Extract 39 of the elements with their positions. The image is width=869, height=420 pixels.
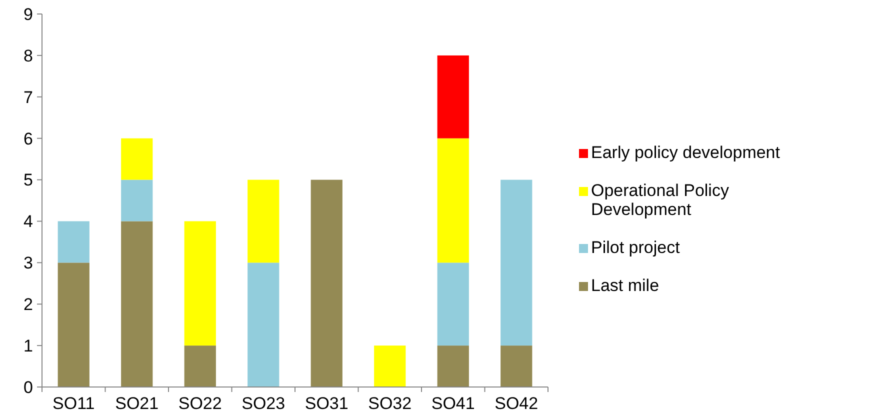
legend-label: Operational Policy Development: [591, 181, 730, 219]
y-tick-label: 9: [24, 4, 33, 24]
x-tick-label: SO32: [368, 394, 412, 413]
y-tick-label: 1: [24, 336, 33, 356]
bar: [58, 221, 90, 263]
bar: [437, 138, 469, 263]
y-tick-label: 7: [24, 88, 33, 107]
bar: [437, 262, 469, 346]
bar: [121, 221, 153, 387]
bar: [121, 180, 153, 222]
bar: [184, 346, 216, 387]
y-tick-label: 3: [24, 254, 33, 273]
bar: [184, 221, 216, 346]
bar: [437, 55, 469, 138]
y-tick-label: 8: [24, 46, 33, 66]
y-tick-label: 2: [24, 295, 33, 314]
y-tick-label: 4: [24, 212, 33, 232]
x-tick-label: SO22: [178, 394, 222, 413]
bar: [500, 180, 532, 346]
bar: [248, 262, 280, 387]
bar: [121, 138, 153, 180]
y-tick-label: 6: [24, 129, 33, 148]
x-tick-label: SO11: [52, 394, 95, 413]
bar: [374, 346, 406, 387]
x-tick-label: SO42: [494, 394, 538, 413]
bar: [500, 346, 532, 387]
x-tick-label: SO21: [115, 394, 159, 413]
legend-label: Early policy development: [591, 143, 780, 162]
x-tick-label: SO41: [431, 394, 475, 413]
legend-label: Pilot project: [591, 238, 680, 257]
legend-label: Last mile: [591, 276, 660, 295]
y-tick-label: 5: [24, 170, 33, 190]
bar: [310, 180, 342, 387]
bar: [248, 180, 280, 263]
y-tick-label: 0: [24, 378, 33, 397]
bar: [437, 346, 469, 387]
x-tick-label: SO23: [242, 394, 286, 413]
bar: [58, 262, 90, 387]
x-tick-label: SO31: [304, 394, 348, 413]
